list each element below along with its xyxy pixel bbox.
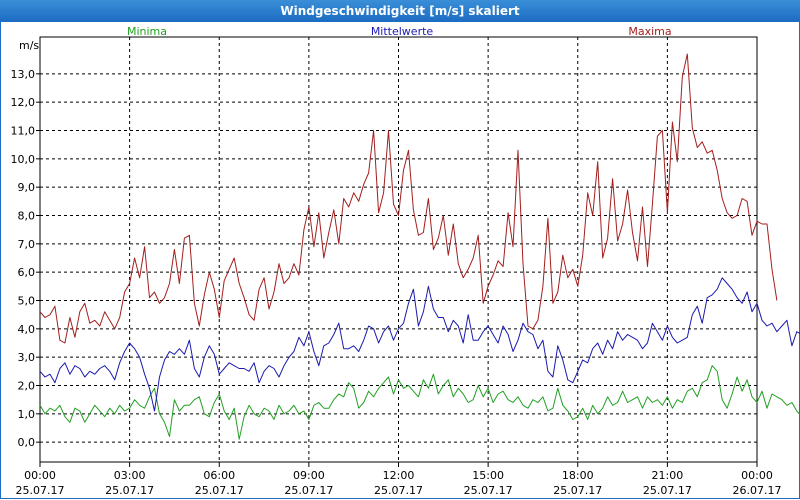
plot-frame: [39, 36, 758, 463]
x-tick-date-label: 25.07.17: [553, 484, 602, 497]
y-tick-label: 6,0: [18, 266, 36, 279]
y-tick-label: 10,0: [11, 153, 36, 166]
x-tick-time-label: 15:00: [472, 469, 504, 482]
x-tick-time-label: 09:00: [293, 469, 325, 482]
y-tick-label: 3,0: [18, 351, 36, 364]
x-tick-date-label: 25.07.17: [195, 484, 244, 497]
window-title-text: Windgeschwindigkeit [m/s] skaliert: [280, 4, 520, 18]
grid: [40, 37, 757, 462]
window-title: Windgeschwindigkeit [m/s] skaliert: [0, 0, 800, 22]
y-axis-label: m/s: [19, 39, 39, 52]
y-tick-label: 4,0: [18, 323, 36, 336]
x-tick-time-label: 00:00: [741, 469, 773, 482]
series-line-mittelwerte: [39, 277, 800, 412]
x-tick-date-label: 25.07.17: [16, 484, 65, 497]
y-tick-label: 1,0: [18, 408, 36, 421]
x-tick-time-label: 00:00: [24, 469, 56, 482]
x-tick-date-label: 25.07.17: [284, 484, 333, 497]
axes: [36, 36, 758, 467]
y-tick-label: 11,0: [11, 125, 36, 138]
x-tick-date-label: 25.07.17: [643, 484, 692, 497]
labels: 0,0 1,0 2,0 3,0 4,0 5,0 6,0 7,0 8,0 9,0 10,0 11,0 12…: [11, 25, 782, 497]
x-tick-time-label: 21:00: [652, 469, 684, 482]
y-tick-label: 0,0: [18, 436, 36, 449]
y-tick-label: 13,0: [11, 68, 36, 81]
y-tick-label: 2,0: [18, 380, 36, 393]
y-tick-label: 8,0: [18, 210, 36, 223]
y-tick-label: 5,0: [18, 295, 36, 308]
x-tick-time-label: 03:00: [114, 469, 146, 482]
x-tick-date-label: 26.07.17: [733, 484, 782, 497]
legend-maxima: Maxima: [628, 25, 671, 38]
legend-minima: Minima: [127, 25, 167, 38]
x-tick-time-label: 06:00: [203, 469, 235, 482]
series-line-minima: [39, 365, 800, 440]
series-lines: [39, 53, 800, 440]
x-tick-date-label: 25.07.17: [374, 484, 423, 497]
x-tick-time-label: 12:00: [383, 469, 415, 482]
y-tick-label: 12,0: [11, 96, 36, 109]
x-tick-time-label: 18:00: [562, 469, 594, 482]
legend-mittelwerte: Mittelwerte: [371, 25, 434, 38]
y-tick-label: 7,0: [18, 238, 36, 251]
x-tick-date-label: 25.07.17: [464, 484, 513, 497]
x-tick-date-label: 25.07.17: [105, 484, 154, 497]
series-line-maxima: [39, 53, 778, 344]
y-tick-label: 9,0: [18, 181, 36, 194]
